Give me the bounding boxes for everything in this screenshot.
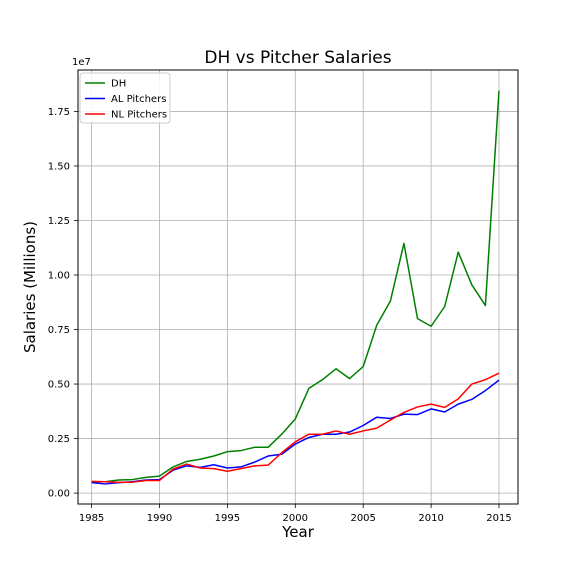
y-tick-label: 0.25 [48,434,70,445]
legend-box [79,72,171,124]
y-tick-label: 1.00 [48,271,70,282]
series-line-nl-pitchers [91,372,500,484]
legend-label: NL Pitchers [111,110,167,121]
x-tick-label: 2015 [486,513,511,524]
x-tick-label: 1995 [215,513,240,524]
chart-title: DH vs Pitcher Salaries [204,48,391,68]
x-tick-label: 1985 [79,513,104,524]
x-tick-label: 2005 [350,513,375,524]
series-lines [91,90,500,485]
x-axis-ticks: 1985 1990 1995 2000 2005 2010 2015 [79,504,512,524]
y-tick-label: 0.75 [48,325,70,336]
y-axis-label: Salaries (Millions) [21,221,39,353]
x-tick-label: 1990 [147,513,172,524]
y-tick-label: 0.00 [48,489,70,500]
y-tick-label: 1.75 [48,107,70,118]
y-tick-label: 1.25 [48,216,70,227]
x-tick-label: 2010 [418,513,443,524]
y-tick-label: 1.50 [48,161,70,172]
legend-label: DH [111,79,126,90]
plot-frame [77,69,519,505]
legend: DH AL Pitchers NL Pitchers [79,72,171,124]
y-tick-label: 0.50 [48,380,70,391]
grid [78,70,518,504]
x-axis-label: Year [281,523,315,541]
x-tick-label: 2000 [283,513,308,524]
y-axis-ticks: 0.00 0.25 0.50 0.75 1.00 1.25 1.50 1.75 [48,107,78,500]
legend-label: AL Pitchers [111,94,166,105]
series-line-dh [91,90,500,483]
y-axis-offset-label: 1e7 [72,57,91,68]
